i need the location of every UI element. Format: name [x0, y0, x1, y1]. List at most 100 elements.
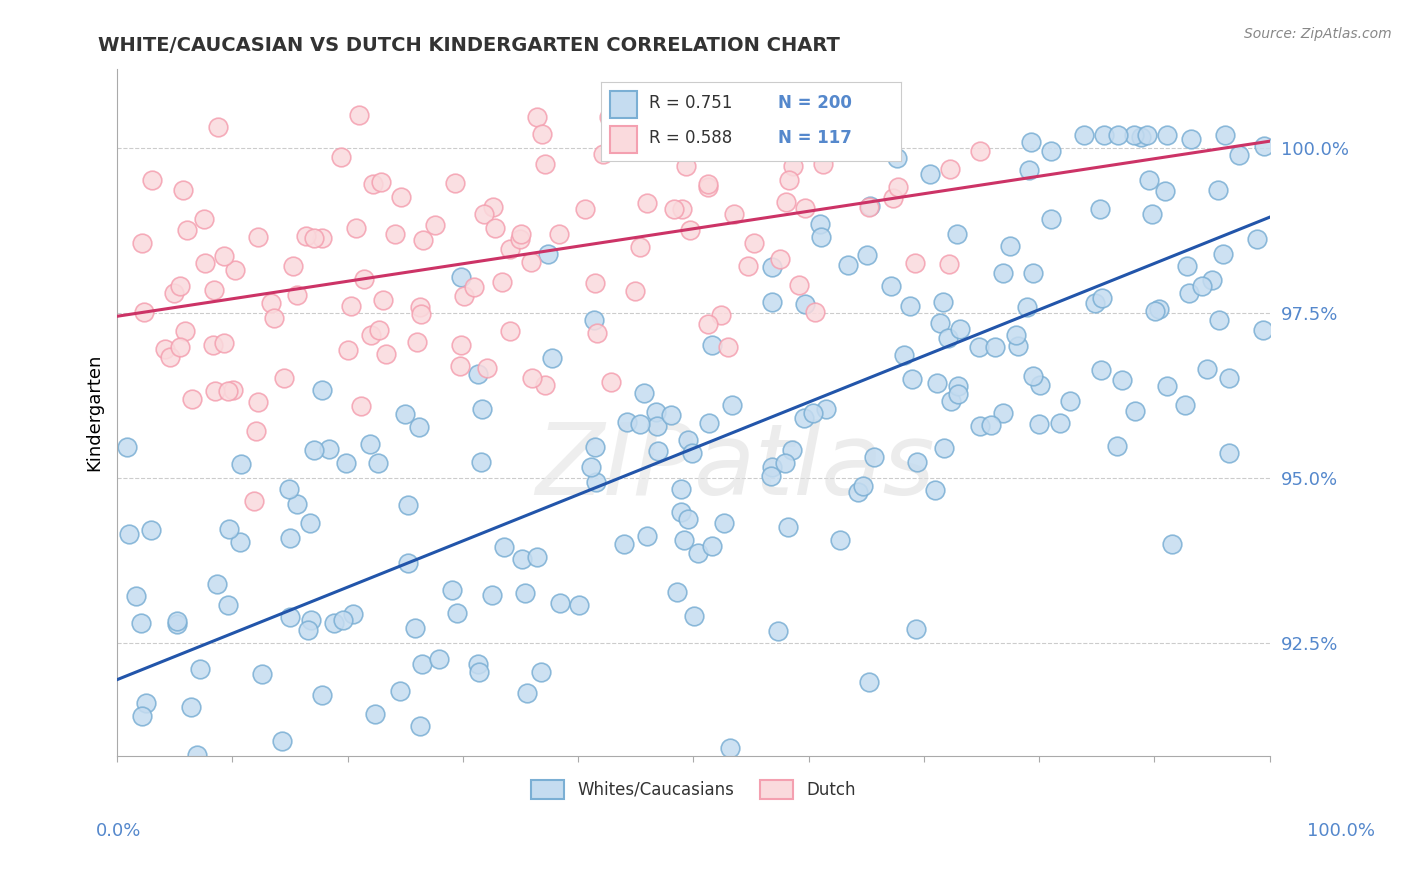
- Point: [246, 395, 269, 409]
- Point: [201, 338, 224, 352]
- Point: [811, 157, 834, 171]
- Point: [808, 218, 831, 232]
- Point: [453, 289, 475, 303]
- Point: [194, 256, 217, 270]
- Point: [967, 340, 990, 354]
- Point: [568, 598, 591, 612]
- Point: [440, 583, 463, 598]
- Point: [583, 313, 606, 327]
- Point: [499, 243, 522, 257]
- Point: [1160, 537, 1182, 551]
- Point: [318, 442, 340, 457]
- Point: [155, 768, 177, 782]
- Point: [1246, 232, 1268, 246]
- Point: [245, 425, 267, 439]
- Point: [186, 748, 208, 763]
- Point: [633, 385, 655, 400]
- Point: [945, 227, 967, 242]
- Point: [384, 227, 406, 241]
- Point: [169, 340, 191, 354]
- Point: [924, 483, 946, 498]
- Point: [271, 733, 294, 747]
- Point: [1130, 130, 1153, 145]
- Point: [409, 300, 432, 314]
- Point: [1218, 371, 1240, 385]
- Point: [471, 401, 494, 416]
- Point: [793, 297, 815, 311]
- Point: [1039, 211, 1062, 226]
- Point: [969, 144, 991, 158]
- Point: [882, 191, 904, 205]
- Point: [1094, 128, 1116, 142]
- Point: [482, 201, 505, 215]
- Point: [1143, 304, 1166, 318]
- Point: [541, 351, 564, 365]
- Point: [941, 393, 963, 408]
- Point: [204, 384, 226, 398]
- Point: [278, 531, 301, 545]
- Point: [893, 348, 915, 362]
- Point: [613, 537, 636, 551]
- Point: [360, 328, 382, 343]
- Point: [636, 529, 658, 543]
- Point: [243, 494, 266, 508]
- Point: [302, 231, 325, 245]
- Point: [1019, 135, 1042, 149]
- Point: [671, 505, 693, 519]
- Point: [700, 338, 723, 352]
- Point: [371, 293, 394, 307]
- Point: [886, 151, 908, 165]
- Point: [793, 411, 815, 425]
- Point: [363, 177, 385, 191]
- Point: [344, 221, 367, 235]
- Point: [526, 110, 548, 124]
- Point: [1227, 148, 1250, 162]
- Point: [815, 401, 838, 416]
- Point: [214, 249, 236, 263]
- Point: [339, 299, 361, 313]
- Point: [598, 110, 620, 124]
- Point: [335, 456, 357, 470]
- Point: [717, 340, 740, 354]
- Point: [260, 296, 283, 310]
- Point: [766, 624, 789, 639]
- Point: [1028, 378, 1050, 392]
- Point: [1091, 291, 1114, 305]
- Point: [513, 585, 536, 599]
- Point: [898, 299, 921, 313]
- Point: [404, 621, 426, 635]
- Point: [616, 415, 638, 429]
- Point: [141, 523, 163, 537]
- Point: [647, 444, 669, 458]
- Point: [948, 387, 970, 401]
- Point: [408, 420, 430, 434]
- Point: [135, 696, 157, 710]
- Point: [1201, 273, 1223, 287]
- Point: [946, 379, 969, 393]
- Point: [858, 200, 880, 214]
- Point: [672, 533, 695, 547]
- Point: [475, 360, 498, 375]
- Point: [1174, 398, 1197, 412]
- Point: [467, 368, 489, 382]
- Point: [776, 520, 799, 534]
- Point: [773, 456, 796, 470]
- Point: [366, 768, 388, 782]
- Point: [1253, 139, 1275, 153]
- Point: [723, 207, 745, 221]
- Point: [852, 479, 875, 493]
- Point: [510, 227, 533, 241]
- Point: [697, 178, 720, 192]
- Point: [1021, 369, 1043, 384]
- Point: [697, 317, 720, 331]
- Point: [1251, 323, 1274, 337]
- Point: [277, 483, 299, 497]
- Point: [645, 419, 668, 434]
- Point: [444, 176, 467, 190]
- Point: [311, 383, 333, 397]
- Point: [449, 359, 471, 373]
- Point: [1049, 416, 1071, 430]
- Point: [166, 616, 188, 631]
- Point: [1111, 373, 1133, 387]
- Point: [181, 392, 204, 406]
